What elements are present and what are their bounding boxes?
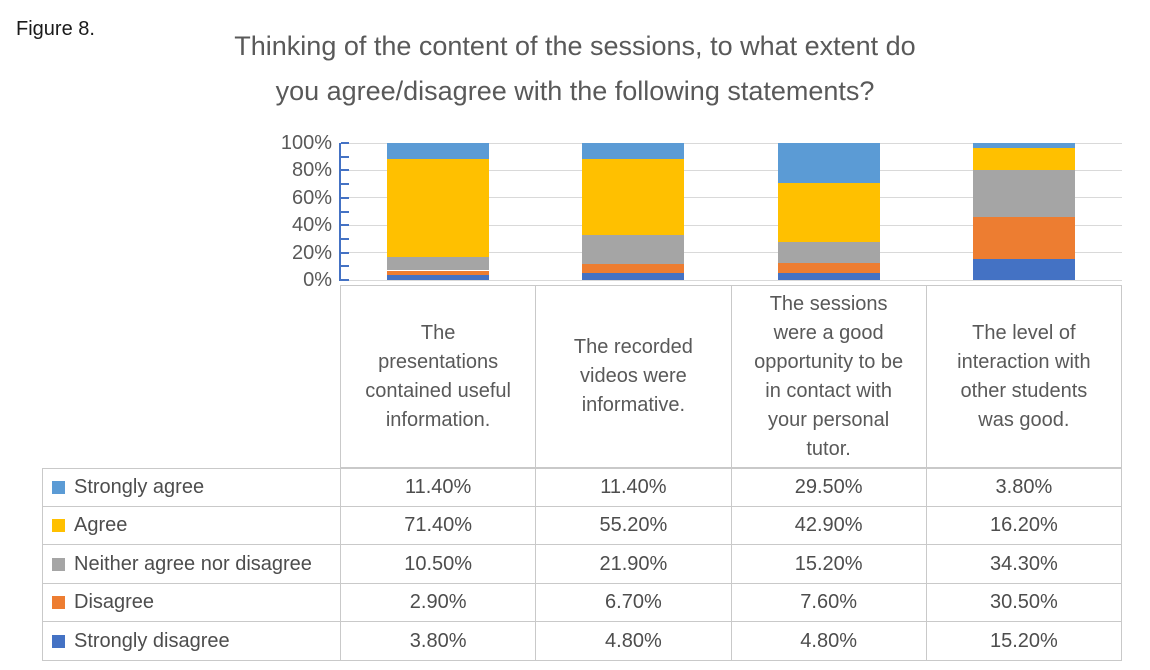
bar-segment-neither-agree-nor-disagree [582,234,684,264]
category-header-cell: The presentations contained useful informat… [341,286,537,467]
data-table-row: Disagree 2.90% 6.70% 7.60% 30.50% [42,584,1122,622]
bar-segment-strongly-agree [778,143,880,183]
bar-segment-agree [973,148,1075,170]
chart-title-line-1: Thinking of the content of the sessions,… [234,31,916,61]
bar-segment-neither-agree-nor-disagree [778,242,880,263]
legend-swatch-icon [52,596,65,609]
legend-cell: Neither agree nor disagree [43,545,341,583]
data-table-row: Strongly agree 11.40% 11.40% 29.50% 3.80% [42,468,1122,507]
legend-label: Strongly disagree [74,629,230,652]
grid-line [340,225,1122,226]
y-axis-tick [341,211,349,213]
value-cell: 2.90% [341,584,537,621]
legend-swatch-icon [52,634,65,648]
bar-segment-disagree [778,263,880,273]
grid-line [340,143,1122,144]
category-header-cell: The sessions were a good opportunity to be… [732,286,927,467]
value-cell: 10.50% [341,545,537,583]
bar-segment-strongly-disagree [973,259,1075,280]
category-header-cell: The level of interaction with other studen… [957,321,1091,431]
bar-segment-neither-agree-nor-disagree [387,256,489,270]
y-axis-tick-label: 40% [291,214,332,236]
y-axis-tick-label: 80% [291,159,332,181]
y-axis-tick-label: 100% [280,132,332,154]
bar-segment-agree [778,183,880,242]
value-cell: 15.20% [989,629,1058,652]
value-cell: 4.80% [732,622,927,660]
legend-swatch-icon [52,481,65,494]
y-axis-tick-label: 20% [291,242,332,264]
figure-label: Figure 8. [16,18,95,40]
value-cell: 55.20% [536,507,732,544]
value-cell: 29.50% [732,469,927,506]
bar-segment-strongly-disagree [778,273,880,280]
y-axis-tick [341,224,349,226]
y-axis-tick [341,156,349,158]
y-axis-tick [341,197,349,199]
value-cell: 11.40% [536,469,732,506]
chart-title-line-2: you agree/disagree with the following st… [275,76,875,106]
bar-segment-strongly-agree [973,143,1075,148]
bar-segment-agree [582,159,684,235]
value-cell: 16.20% [989,514,1058,536]
bar-segment-disagree [973,217,1075,259]
value-cell: 30.50% [989,591,1058,613]
value-cell: 4.80% [536,622,732,660]
grid-line [340,252,1122,253]
legend-label: Disagree [74,591,155,613]
value-cell: 42.90% [732,507,927,544]
y-axis-tick [341,252,349,254]
legend-cell: Strongly agree [43,469,341,506]
value-cell: 11.40% [341,469,537,506]
value-cell: 3.80% [995,476,1053,498]
value-cell: 15.20% [732,545,927,583]
legend-label: Neither agree nor disagree [74,552,312,575]
bar-segment-disagree [387,271,489,275]
data-table-row: Strongly disagree 3.80% 4.80% 4.80% 15.20% [42,622,1122,661]
legend-cell: Strongly disagree [43,622,341,660]
y-axis-tick [341,183,349,185]
y-axis-tick [341,265,349,267]
value-cell: 7.60% [732,584,927,621]
category-header-cell: The recorded videos were informative. [536,286,732,467]
data-table-row: Neither agree nor disagree 10.50% 21.90% 15… [42,545,1122,584]
bar-segment-agree [387,159,489,257]
y-axis-tick [341,279,349,281]
bar-segment-strongly-disagree [387,275,489,280]
legend-cell: Agree [43,507,341,544]
value-cell: 34.30% [989,552,1058,575]
grid-line [340,280,1122,281]
grid-line [340,170,1122,171]
y-axis-tick [341,142,349,144]
y-axis-tick-label: 60% [291,187,332,209]
data-table-header-row: The presentations contained useful informat… [340,285,1122,468]
bar-segment-neither-agree-nor-disagree [973,170,1075,217]
y-axis-tick-label: 0% [303,269,332,291]
legend-label: Strongly agree [74,476,205,498]
data-table-row: Agree 71.40% 55.20% 42.90% 16.20% [42,507,1122,545]
chart-title: Thinking of the content of the sessions,… [0,24,1150,114]
y-axis-tick [341,238,349,240]
bar-segment-strongly-agree [582,143,684,159]
legend-swatch-icon [52,557,65,571]
legend-label: Agree [74,514,128,536]
legend-cell: Disagree [43,584,341,621]
bar-segment-disagree [582,264,684,273]
grid-line [340,197,1122,198]
value-cell: 71.40% [341,507,537,544]
value-cell: 3.80% [341,622,537,660]
bar-segment-strongly-disagree [582,273,684,280]
legend-swatch-icon [52,519,65,532]
y-axis-line [339,143,341,281]
y-axis-tick [341,169,349,171]
value-cell: 21.90% [536,545,732,583]
value-cell: 6.70% [536,584,732,621]
bar-segment-strongly-agree [387,143,489,159]
